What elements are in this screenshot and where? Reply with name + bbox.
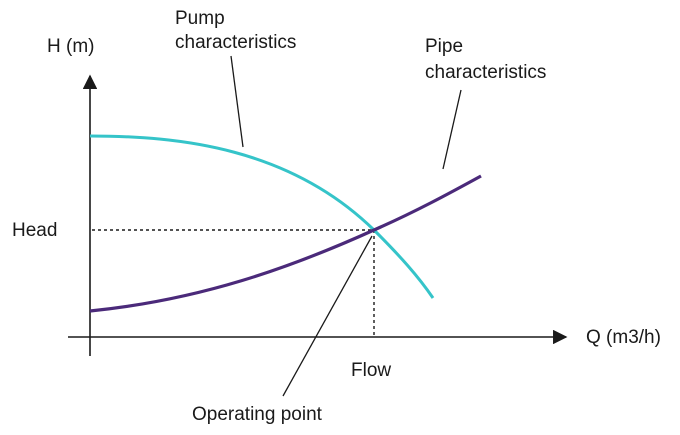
head-label: Head bbox=[12, 220, 57, 241]
operating-point-leader bbox=[282, 235, 373, 397]
operating-point-label: Operating point bbox=[192, 404, 323, 425]
flow-label: Flow bbox=[351, 360, 391, 381]
y-axis-label: H (m) bbox=[47, 36, 94, 57]
pump-label-line-2: characteristics bbox=[175, 32, 296, 53]
pipe-label-line-2: characteristics bbox=[425, 62, 546, 83]
pipe-label-leader bbox=[442, 89, 462, 170]
pipe-label-line-1: Pipe bbox=[425, 36, 463, 57]
pump-label-line-1: Pump bbox=[175, 8, 225, 29]
pipe-characteristic-curve bbox=[89, 174, 482, 313]
x-axis-label: Q (m3/h) bbox=[586, 327, 661, 348]
pump-characteristic-curve bbox=[89, 134, 435, 299]
pump-label-leader bbox=[230, 55, 244, 148]
